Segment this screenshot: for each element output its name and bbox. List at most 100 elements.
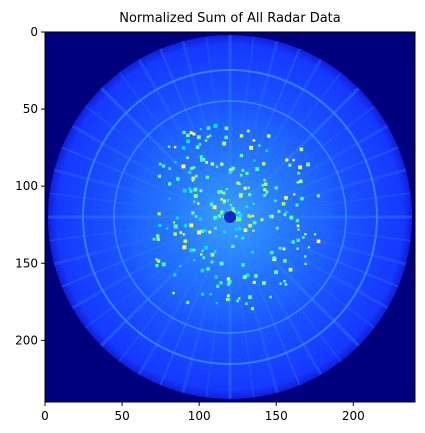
hotspot-point <box>236 181 240 185</box>
hotspot-point <box>238 213 243 217</box>
hotspot-point <box>191 179 194 182</box>
hotspot-point <box>283 213 287 217</box>
hotspot-point <box>235 219 239 222</box>
hotspot-point <box>252 139 256 142</box>
hotspot-point <box>261 183 265 187</box>
hotspot-point <box>239 153 244 158</box>
hotspot-point <box>222 199 227 203</box>
hotspot-point <box>196 135 201 140</box>
hotspot-point <box>188 248 193 253</box>
hotspot-point <box>249 145 254 150</box>
hotspot-point <box>231 166 235 171</box>
hotspot-point <box>239 173 243 177</box>
hotspot-point <box>270 250 274 255</box>
x-tick-label: 50 <box>114 409 129 423</box>
hotspot-point <box>291 240 295 244</box>
hotspot-point <box>293 193 296 196</box>
hotspot-point <box>216 284 220 288</box>
hotspot-point <box>172 221 176 224</box>
hotspot-point <box>157 212 161 216</box>
hotspot-point <box>296 180 300 184</box>
hotspot-point <box>201 249 204 252</box>
hotspot-point <box>252 280 256 284</box>
hotspot-point <box>252 220 257 225</box>
hotspot-point <box>189 223 194 228</box>
hotspot-point <box>269 295 272 299</box>
hotspot-point <box>213 215 217 220</box>
hotspot-point <box>265 192 268 195</box>
hotspot-point <box>175 216 179 220</box>
hotspot-point <box>279 282 282 285</box>
hotspot-point <box>205 175 210 179</box>
hotspot-point <box>288 163 292 167</box>
x-tick-label: 150 <box>265 409 288 423</box>
hotspot-point <box>253 159 256 162</box>
hotspot-point <box>265 190 269 193</box>
hotspot-point <box>306 162 311 167</box>
hotspot-point <box>237 217 242 222</box>
hotspot-point <box>176 177 180 181</box>
chart-title: Normalized Sum of All Radar Data <box>119 11 341 26</box>
y-axis-ticks: 0 50 100 150 200 <box>15 25 45 347</box>
hotspot-point <box>197 202 200 205</box>
radar-hotspots <box>152 123 321 311</box>
hotspot-point <box>252 202 255 205</box>
hotspot-point <box>213 123 218 128</box>
hotspot-point <box>195 145 200 149</box>
hotspot-point <box>275 226 279 230</box>
hotspot-point <box>285 158 289 162</box>
hotspot-point <box>205 161 208 164</box>
hotspot-point <box>173 224 178 229</box>
y-tick-label: 150 <box>15 256 38 270</box>
hotspot-point <box>238 193 243 197</box>
hotspot-point <box>292 158 295 162</box>
hotspot-point <box>251 250 254 254</box>
hotspot-point <box>229 204 233 207</box>
hotspot-point <box>231 209 236 214</box>
hotspot-point <box>183 239 188 244</box>
hotspot-point <box>199 127 203 131</box>
hotspot-point <box>225 297 230 302</box>
hotspot-point <box>313 233 317 236</box>
hotspot-point <box>226 282 231 286</box>
hotspot-point <box>254 274 258 278</box>
hotspot-point <box>284 283 288 286</box>
hotspot-point <box>181 146 186 150</box>
hotspot-point <box>192 132 196 136</box>
hotspot-point <box>283 258 287 263</box>
hotspot-point <box>241 168 245 172</box>
hotspot-point <box>298 165 303 170</box>
hotspot-point <box>267 134 271 138</box>
hotspot-point <box>245 273 250 278</box>
hotspot-point <box>228 170 232 174</box>
hotspot-point <box>234 216 238 219</box>
hotspot-point <box>157 174 162 178</box>
hotspot-point <box>158 223 162 227</box>
hotspot-point <box>302 236 305 239</box>
hotspot-point <box>300 196 304 201</box>
plot-frame <box>44 31 416 403</box>
hotspot-point <box>247 193 252 197</box>
hotspot-point <box>299 147 304 152</box>
hotspot-point <box>217 190 221 194</box>
hotspot-point <box>234 227 238 231</box>
hotspot-point <box>182 130 186 135</box>
hotspot-point <box>316 194 320 198</box>
hotspot-point <box>192 248 196 252</box>
hotspot-point <box>199 155 203 159</box>
hotspot-point <box>281 202 286 206</box>
hotspot-point <box>295 203 299 207</box>
hotspot-point <box>156 234 160 238</box>
hotspot-point <box>214 275 219 279</box>
hotspot-point <box>200 292 205 296</box>
hotspot-point <box>222 191 226 195</box>
hotspot-point <box>186 300 190 305</box>
heatmap-plot-area <box>45 32 415 402</box>
hotspot-point <box>237 227 242 231</box>
hotspot-point <box>210 162 215 166</box>
hotspot-point <box>227 279 232 284</box>
hotspot-point <box>199 189 203 193</box>
hotspot-point <box>156 259 161 263</box>
hotspot-point <box>223 230 226 234</box>
hotspot-point <box>200 253 203 256</box>
